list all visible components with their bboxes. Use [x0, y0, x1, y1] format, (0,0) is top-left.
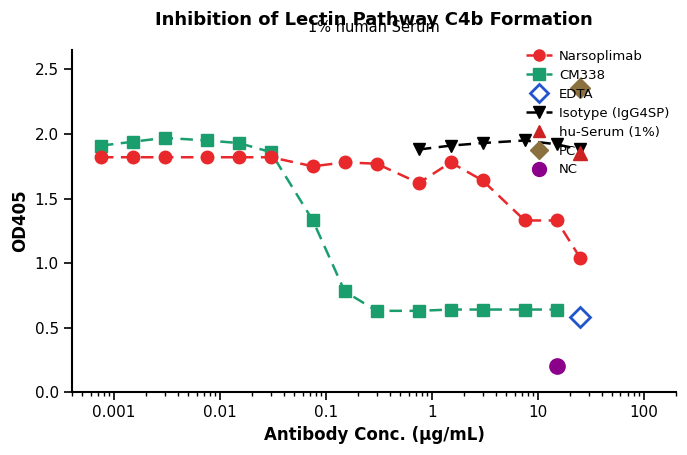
Line: Isotype (IgG4SP): Isotype (IgG4SP)	[413, 134, 587, 156]
Legend: Narsoplimab, CM338, EDTA, Isotype (IgG4SP), hu-Serum (1%), PC, NC: Narsoplimab, CM338, EDTA, Isotype (IgG4S…	[526, 50, 669, 177]
Line: CM338: CM338	[95, 131, 563, 317]
CM338	[552, 307, 561, 312]
CM338	[341, 289, 349, 294]
CM338	[161, 135, 169, 141]
Line: Narsoplimab: Narsoplimab	[95, 151, 587, 264]
Narsoplimab	[235, 155, 243, 160]
Isotype (IgG4SP)	[415, 147, 423, 152]
Narsoplimab	[552, 218, 561, 223]
CM338	[521, 307, 529, 312]
CM338	[372, 308, 381, 313]
Narsoplimab	[447, 160, 455, 165]
Narsoplimab	[308, 163, 317, 169]
Narsoplimab	[478, 178, 486, 183]
CM338	[478, 307, 486, 312]
Narsoplimab	[203, 155, 211, 160]
Y-axis label: OD405: OD405	[11, 190, 29, 253]
Isotype (IgG4SP)	[552, 142, 561, 147]
Text: 1% human Serum: 1% human Serum	[308, 20, 440, 35]
Narsoplimab	[372, 161, 381, 167]
CM338	[97, 143, 105, 148]
Narsoplimab	[267, 155, 275, 160]
Title: Inhibition of Lectin Pathway C4b Formation: Inhibition of Lectin Pathway C4b Formati…	[155, 11, 593, 29]
CM338	[203, 138, 211, 143]
Narsoplimab	[341, 160, 349, 165]
X-axis label: Antibody Conc. (μg/mL): Antibody Conc. (μg/mL)	[264, 426, 484, 444]
Narsoplimab	[128, 155, 137, 160]
CM338	[267, 149, 275, 155]
Narsoplimab	[415, 180, 423, 186]
CM338	[447, 307, 455, 312]
Narsoplimab	[576, 255, 585, 261]
CM338	[235, 140, 243, 146]
Narsoplimab	[97, 155, 105, 160]
Narsoplimab	[521, 218, 529, 223]
CM338	[415, 308, 423, 313]
Narsoplimab	[161, 155, 169, 160]
Isotype (IgG4SP)	[576, 147, 585, 152]
CM338	[308, 218, 317, 223]
Isotype (IgG4SP)	[521, 138, 529, 143]
Isotype (IgG4SP)	[447, 143, 455, 148]
Isotype (IgG4SP)	[478, 140, 486, 146]
CM338	[128, 139, 137, 145]
